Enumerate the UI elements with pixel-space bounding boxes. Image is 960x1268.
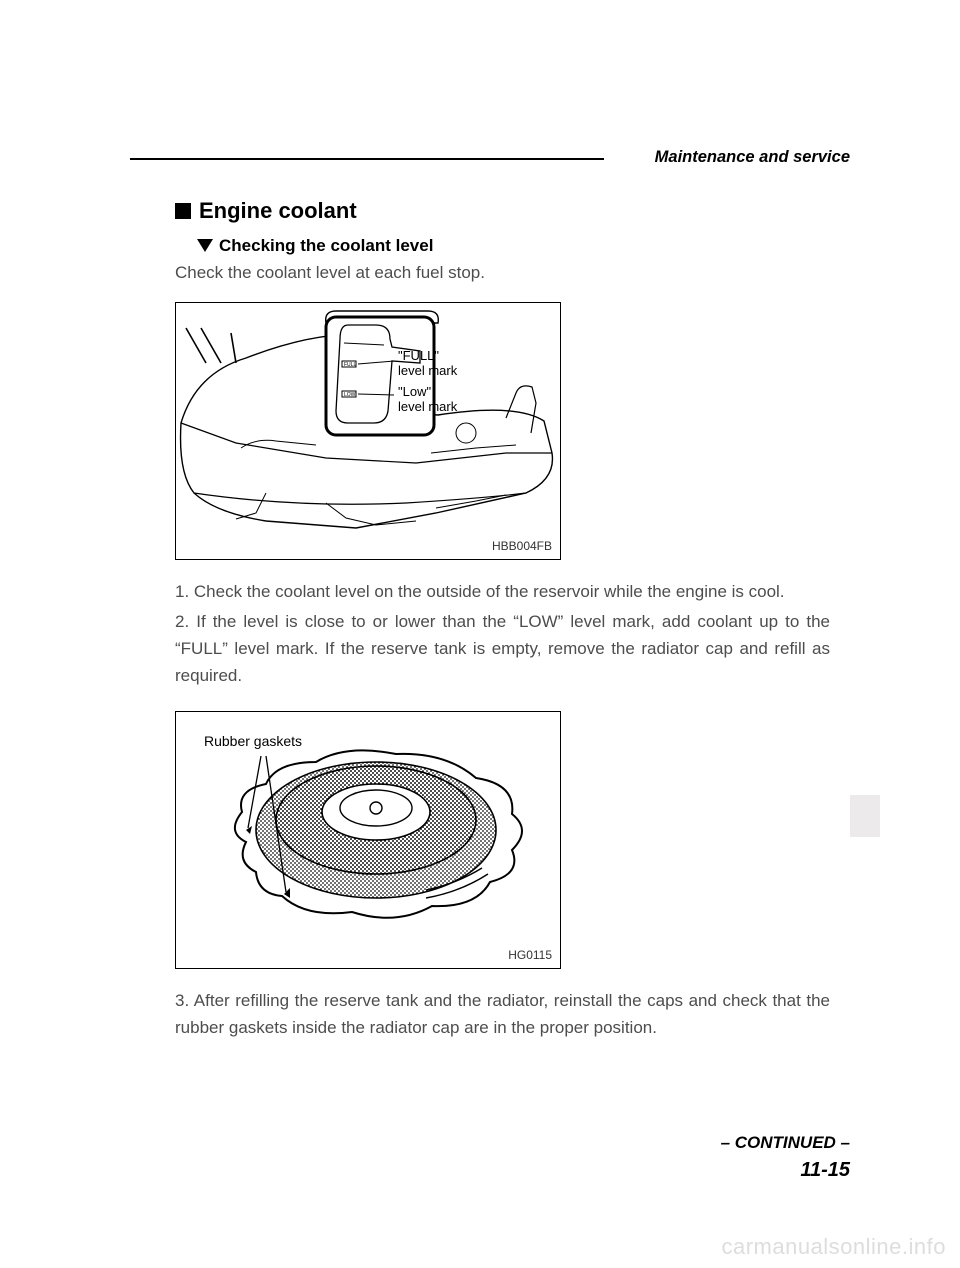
manual-page: Maintenance and service Engine coolant C… [0, 0, 960, 1268]
intro-text: Check the coolant level at each fuel sto… [175, 260, 830, 286]
figure1-code: HBB004FB [492, 539, 552, 553]
fig1-full-label-2: level mark [398, 363, 457, 378]
header-section-title: Maintenance and service [655, 148, 850, 167]
subsection-heading-text: Checking the coolant level [219, 236, 433, 255]
section-heading: Engine coolant [175, 198, 830, 224]
continued-label: – CONTINUED – [721, 1133, 850, 1153]
figure-reservoir: FULL LOW "FULL" level mark "Low" level m… [175, 302, 561, 560]
fig2-gasket-label: Rubber gaskets [204, 734, 302, 749]
subsection-heading: Checking the coolant level [197, 236, 830, 256]
triangle-bullet-icon [197, 239, 213, 252]
fig1-full-label-1: "FULL" [398, 348, 439, 363]
figure-radiator-cap: Rubber gaskets HG0115 [175, 711, 561, 969]
side-tab [850, 795, 880, 837]
step-3: 3. After refilling the reserve tank and … [175, 987, 830, 1041]
step-1: 1. Check the coolant level on the outsid… [175, 578, 830, 605]
header-rule [130, 158, 604, 160]
reservoir-illustration: FULL LOW [176, 303, 560, 557]
radiator-cap-illustration [176, 712, 560, 966]
watermark: carmanualsonline.info [721, 1234, 946, 1260]
content-section: Engine coolant Checking the coolant leve… [175, 198, 830, 1041]
page-number: 11-15 [800, 1159, 850, 1182]
section-heading-text: Engine coolant [199, 198, 357, 223]
svg-text:FULL: FULL [344, 362, 356, 368]
fig1-low-label-2: level mark [398, 399, 457, 414]
step-2: 2. If the level is close to or lower tha… [175, 608, 830, 690]
fig1-low-label-1: "Low" [398, 384, 431, 399]
figure2-code: HG0115 [508, 948, 552, 962]
square-bullet-icon [175, 203, 191, 219]
svg-text:LOW: LOW [344, 392, 356, 398]
